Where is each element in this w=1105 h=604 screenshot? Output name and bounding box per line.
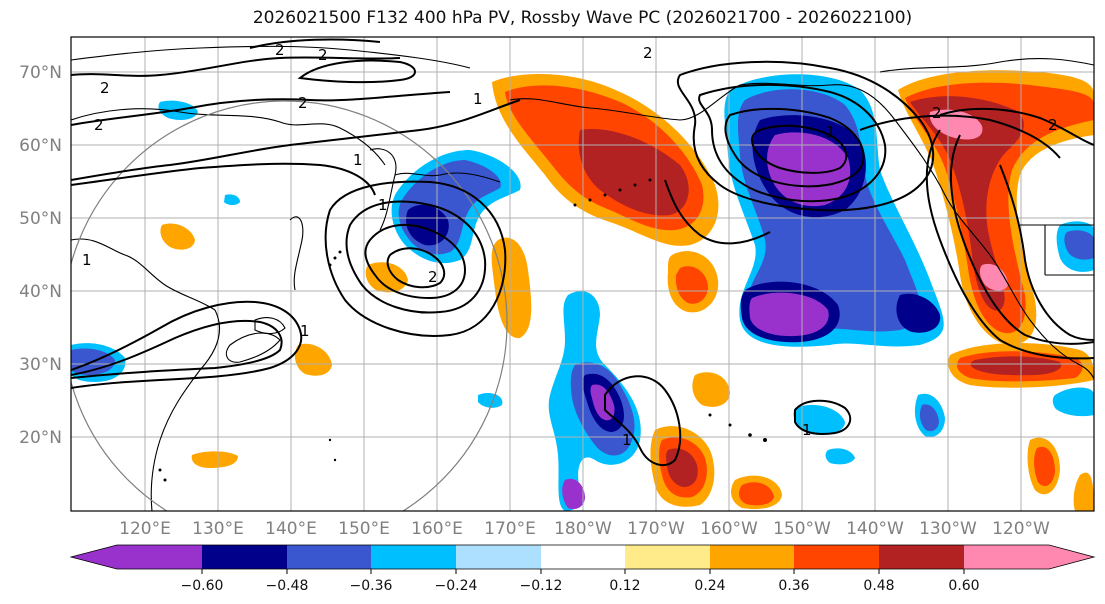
map-title: 2026021500 F132 400 hPa PV, Rossby Wave … bbox=[252, 8, 913, 28]
colorbar-tick-label: −0.60 bbox=[181, 578, 224, 594]
colorbar-bin bbox=[879, 545, 964, 569]
lon-label: 170°E bbox=[484, 519, 536, 539]
lon-label: 140°W bbox=[846, 519, 904, 539]
contour-label: 2 bbox=[298, 94, 308, 112]
colorbar-tick-label: 0.24 bbox=[694, 578, 725, 594]
colorbar-tick-label: 0.60 bbox=[948, 578, 979, 594]
lon-label: 150°W bbox=[773, 519, 831, 539]
contour-labels: 2 2 2 2 2 1 1 1 2 1 1 2 2 1 1 2 1 bbox=[82, 41, 1058, 449]
contour-label: 1 bbox=[378, 196, 388, 214]
colorbar-bin bbox=[964, 545, 1049, 569]
colorbar-tick-label: 0.12 bbox=[609, 578, 640, 594]
contour-label: 2 bbox=[94, 116, 104, 134]
lon-label: 120°W bbox=[992, 519, 1050, 539]
colorbar-bin bbox=[202, 545, 287, 569]
contour-label: 1 bbox=[473, 90, 483, 108]
contour-label: 2 bbox=[318, 46, 328, 64]
lat-label-40n: 40°N bbox=[19, 282, 62, 302]
colorbar-tick-label: −0.36 bbox=[350, 578, 393, 594]
contour-label: 2 bbox=[932, 104, 942, 122]
influence-circle bbox=[71, 100, 508, 511]
lat-label-50n: 50°N bbox=[19, 209, 62, 229]
contour-label: 2 bbox=[275, 41, 285, 59]
lat-label-70n: 70°N bbox=[19, 63, 62, 83]
contour-label: 2 bbox=[100, 79, 110, 97]
colorbar-bin bbox=[371, 545, 456, 569]
colorbar-bin bbox=[117, 545, 202, 569]
lon-label: 140°E bbox=[265, 519, 317, 539]
colorbar-extend-max bbox=[1049, 545, 1094, 569]
lon-label: 150°E bbox=[338, 519, 390, 539]
negative-anomaly-central-pacific bbox=[478, 291, 641, 511]
colorbar-extend-min bbox=[71, 545, 117, 569]
lat-label-30n: 30°N bbox=[19, 355, 62, 375]
contour-label: 1 bbox=[353, 151, 363, 169]
contour-label: 1 bbox=[82, 251, 92, 269]
colorbar-tick-label: −0.12 bbox=[520, 578, 563, 594]
negative-anomaly-gulf-alaska bbox=[724, 74, 944, 347]
lon-label: 130°E bbox=[192, 519, 244, 539]
colorbar-bin bbox=[456, 545, 541, 569]
contour-label: 1 bbox=[622, 431, 632, 449]
contour-label: 2 bbox=[1048, 116, 1058, 134]
latitude-labels: 70°N 60°N 50°N 40°N 30°N 20°N bbox=[19, 63, 62, 448]
colorbar-tick-label: 0.48 bbox=[863, 578, 894, 594]
colorbar-bin bbox=[794, 545, 879, 569]
map-frame bbox=[70, 36, 1095, 512]
colorbar-bin bbox=[541, 545, 625, 569]
contour-label: 1 bbox=[826, 123, 836, 141]
colorbar-bin bbox=[287, 545, 371, 569]
lon-label: 160°E bbox=[411, 519, 463, 539]
lon-label: 170°W bbox=[627, 519, 685, 539]
contour-label: 2 bbox=[428, 268, 438, 286]
positive-anomaly-patches bbox=[160, 223, 1094, 511]
contour-label: 1 bbox=[802, 421, 812, 439]
colorbar-tick-label: −0.24 bbox=[435, 578, 478, 594]
colorbar-outline bbox=[69, 544, 1096, 570]
lat-label-60n: 60°N bbox=[19, 136, 62, 156]
lon-label: 180°W bbox=[554, 519, 612, 539]
lat-label-20n: 20°N bbox=[19, 428, 62, 448]
contour-label: 1 bbox=[300, 322, 310, 340]
colorbar-tick-label: 0.36 bbox=[778, 578, 809, 594]
lon-label: 120°E bbox=[119, 519, 171, 539]
pv-contours bbox=[71, 38, 1094, 467]
positive-anomaly-bering bbox=[492, 73, 719, 246]
lon-label: 160°W bbox=[700, 519, 758, 539]
colorbar-bin bbox=[625, 545, 710, 569]
lon-label: 130°W bbox=[919, 519, 977, 539]
graticule bbox=[71, 37, 1094, 511]
colorbar-tick-label: −0.48 bbox=[266, 578, 309, 594]
colorbar-bin bbox=[710, 545, 794, 569]
longitude-labels: 120°E 130°E 140°E 150°E 160°E 170°E 180°… bbox=[119, 519, 1050, 539]
contour-label: 2 bbox=[643, 44, 653, 62]
colorbar: −0.60 −0.48 −0.36 −0.24 −0.12 0.12 0.24 … bbox=[69, 544, 1096, 594]
